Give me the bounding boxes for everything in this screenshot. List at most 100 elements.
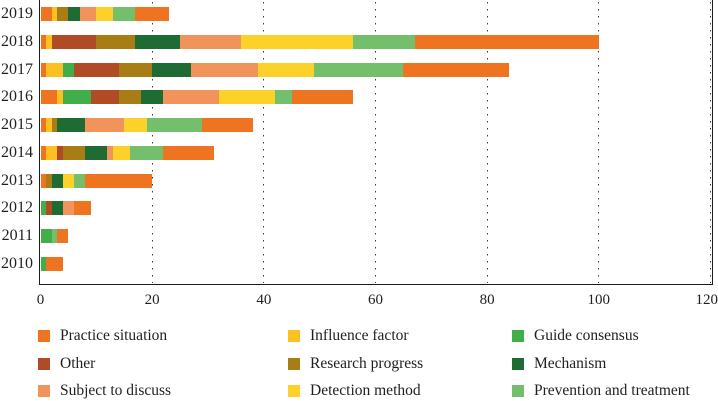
bar-segment-2012-mechanism xyxy=(51,201,63,216)
legend-item-mechanism: Mechanism xyxy=(512,350,690,378)
legend-column-2: Influence factor Research progress Detecti… xyxy=(288,322,423,401)
bar-segment-2017-guide xyxy=(62,62,74,77)
bar-segment-2015-mechanism xyxy=(57,118,86,133)
bar-segment-2013-practice xyxy=(40,173,47,188)
legend-swatch-other xyxy=(38,357,50,370)
gridline-x-60 xyxy=(374,2,376,283)
bar-segment-2014-practice xyxy=(163,145,214,160)
bar-segment-2018-practice xyxy=(414,34,599,49)
x-axis-label-120: 120 xyxy=(695,292,718,308)
bar-segment-2017-research xyxy=(118,62,153,77)
bar-segment-2011-practice xyxy=(57,228,69,243)
bar-segment-2016-detection xyxy=(219,90,275,105)
bar-segment-2017-other xyxy=(73,62,119,77)
legend-swatch-research xyxy=(288,357,300,370)
bar-segment-2016-other xyxy=(90,90,119,105)
legend-swatch-practice xyxy=(38,329,50,342)
legend-item-practice: Practice situation xyxy=(38,322,171,350)
bar-segment-2017-practice xyxy=(40,62,47,77)
legend-item-influence: Influence factor xyxy=(288,322,423,350)
legend-swatch-prevention xyxy=(512,385,524,398)
bar-segment-2017-practice xyxy=(403,62,510,77)
bar-segment-2013-detection xyxy=(62,173,74,188)
bar-segment-2014-other xyxy=(57,145,63,160)
legend-label-practice: Practice situation xyxy=(60,326,168,344)
legend-swatch-detection xyxy=(288,385,300,398)
legend-label-guide: Guide consensus xyxy=(534,326,639,344)
bar-segment-2015-prevention xyxy=(146,118,203,133)
bar-segment-2019-mechanism xyxy=(68,7,80,22)
bar-segment-2016-practice xyxy=(291,90,354,105)
bar-segment-2013-research xyxy=(46,173,52,188)
gridline-x-120 xyxy=(709,2,711,283)
bar-segment-2016-practice xyxy=(40,90,58,105)
legend-item-prevention: Prevention and treatment xyxy=(512,377,690,401)
legend-item-subject: Subject to discuss xyxy=(38,377,171,401)
bar-segment-2017-influence xyxy=(46,62,63,77)
bar-segment-2016-prevention xyxy=(274,90,292,105)
legend-swatch-mechanism xyxy=(512,357,524,370)
bar-segment-2018-influence xyxy=(46,34,52,49)
bar-segment-2013-prevention xyxy=(73,173,86,188)
bar-segment-2012-other xyxy=(46,201,52,216)
x-axis-label-100: 100 xyxy=(587,292,611,308)
bar-segment-2018-practice xyxy=(40,34,47,49)
bar-segment-2011-guide xyxy=(40,228,52,243)
bar-segment-2018-detection xyxy=(241,34,354,49)
bar-segment-2014-mechanism xyxy=(85,145,108,160)
legend-label-prevention: Prevention and treatment xyxy=(534,382,690,400)
bar-segment-2010-guide xyxy=(40,256,47,271)
x-axis-label-60: 60 xyxy=(367,292,383,308)
legend-item-other: Other xyxy=(38,350,171,378)
legend-column-3: Guide consensus Mechanism Prevention and t… xyxy=(512,322,690,401)
bar-segment-2013-mechanism xyxy=(51,173,63,188)
bar-segment-2018-prevention xyxy=(353,34,415,49)
bar-segment-2017-detection xyxy=(258,62,315,77)
bar-segment-2014-influence xyxy=(46,145,58,160)
bar-segment-2011-prevention xyxy=(51,228,58,243)
bar-segment-2014-practice xyxy=(40,145,47,160)
bar-segment-2014-detection xyxy=(113,145,130,160)
bar-segment-2019-practice xyxy=(40,7,52,22)
y-axis-label-2012: 2012 xyxy=(1,199,33,217)
bar-segment-2018-subject xyxy=(180,34,242,49)
bar-segment-2018-mechanism xyxy=(135,34,181,49)
bar-segment-2010-practice xyxy=(46,256,63,271)
bar-segment-2016-influence xyxy=(57,90,63,105)
bar-segment-2019-prevention xyxy=(113,7,136,22)
bar-segment-2017-mechanism xyxy=(152,62,192,77)
legend-label-mechanism: Mechanism xyxy=(534,354,607,372)
bar-segment-2015-practice xyxy=(202,118,253,133)
bar-segment-2019-influence xyxy=(51,7,58,22)
legend-item-guide: Guide consensus xyxy=(512,322,690,350)
bar-segment-2019-subject xyxy=(79,7,97,22)
legend-swatch-influence xyxy=(288,329,300,342)
y-axis-label-2017: 2017 xyxy=(1,60,33,78)
y-axis-label-2010: 2010 xyxy=(1,254,33,272)
bar-segment-2017-prevention xyxy=(314,62,404,77)
legend-item-research: Research progress xyxy=(288,350,423,378)
bar-segment-2016-research xyxy=(118,90,141,105)
bar-segment-2014-subject xyxy=(107,145,114,160)
bar-segment-2014-research xyxy=(62,145,86,160)
legend-swatch-subject xyxy=(38,385,50,398)
bar-segment-2019-research xyxy=(57,7,69,22)
bar-segment-2018-other xyxy=(51,34,97,49)
y-axis-label-2018: 2018 xyxy=(1,32,33,50)
bar-segment-2015-detection xyxy=(124,118,147,133)
bar-segment-2016-mechanism xyxy=(140,90,164,105)
bar-segment-2012-guide xyxy=(40,201,47,216)
y-axis-label-2013: 2013 xyxy=(1,171,33,189)
gridline-x-20 xyxy=(151,2,153,283)
legend-label-detection: Detection method xyxy=(310,382,421,400)
bar-segment-2014-prevention xyxy=(129,145,164,160)
legend-label-influence: Influence factor xyxy=(310,326,409,344)
gridline-x-80 xyxy=(486,2,488,283)
bar-segment-2015-practice xyxy=(40,118,47,133)
bar-segment-2012-practice xyxy=(73,201,91,216)
bar-segment-2015-research xyxy=(51,118,58,133)
y-axis-label-2011: 2011 xyxy=(1,226,33,244)
bar-segment-2013-practice xyxy=(85,173,153,188)
y-axis-label-2014: 2014 xyxy=(1,143,33,161)
legend-swatch-guide xyxy=(512,329,524,342)
